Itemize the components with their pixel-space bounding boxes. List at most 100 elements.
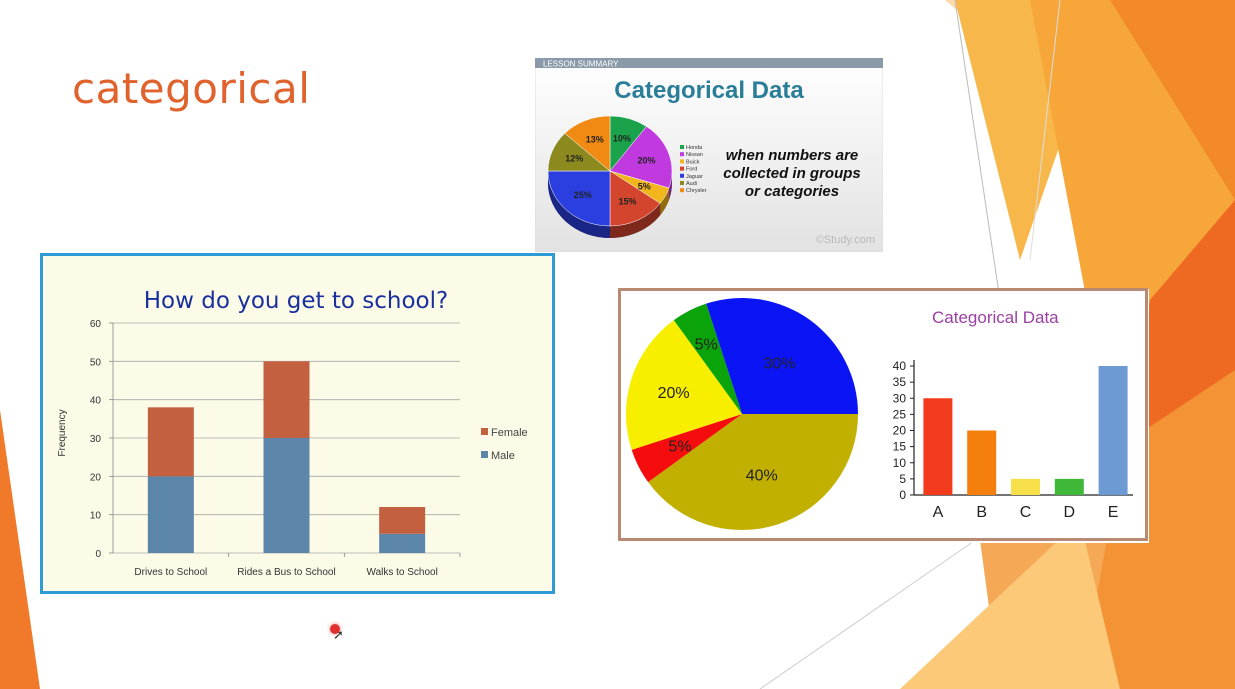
legend-swatch-buick	[680, 159, 684, 164]
school-transport-chart: How do you get to school? 0102030405060 …	[40, 253, 555, 594]
bar-e	[1098, 366, 1128, 495]
y-tick-label: 0	[899, 488, 906, 502]
description-line-1: collected in groups	[723, 165, 861, 182]
bar-male-1	[263, 438, 310, 553]
bar-b	[967, 430, 997, 495]
y-tick-label: 30	[90, 434, 102, 445]
categorical-bar-x-ticks: A B C D E	[933, 504, 1119, 521]
watermark: ©Study.com	[816, 234, 875, 246]
y-tick-label: 60	[90, 319, 102, 330]
pie-label-4: 5%	[695, 337, 718, 354]
pie-side-1	[668, 171, 672, 200]
legend-label-nissan: Nissan	[686, 152, 703, 158]
bar-male-0	[147, 476, 194, 553]
legend-swatch-audi	[680, 181, 684, 185]
pie-slice-jaguar	[547, 170, 611, 227]
legend-label-buick: Buick	[686, 159, 700, 165]
y-tick-label: 0	[95, 549, 101, 560]
legend-label-ford: Ford	[686, 167, 697, 173]
x-tick-label-d: D	[1064, 504, 1076, 521]
pie-label-audi: 12%	[565, 153, 583, 163]
bar-female-1	[263, 361, 310, 438]
pie-slice-1	[648, 414, 858, 530]
pie-label-0: 30%	[763, 355, 795, 372]
legend-swatch-honda	[680, 145, 684, 149]
pie-side-2	[660, 187, 669, 216]
y-tick-label: 35	[893, 375, 907, 389]
school-chart-title: How do you get to school?	[144, 288, 448, 314]
school-chart-y-label: Frequency	[57, 409, 68, 456]
x-tick-label-e: E	[1108, 504, 1119, 521]
categorical-pie: 30% 40% 5% 20% 5%	[626, 298, 858, 530]
x-tick-label: Drives to School	[134, 567, 207, 578]
bar-c	[1011, 478, 1040, 495]
x-tick-label-b: B	[976, 504, 987, 521]
legend-swatch-female	[481, 428, 488, 435]
pie-label-ford: 15%	[618, 196, 636, 206]
x-tick-label-a: A	[933, 504, 944, 521]
lesson-summary-pie: 10% 20% 5%15% 25% 12%13%	[547, 115, 673, 238]
x-tick-label: Rides a Bus to School	[237, 567, 335, 578]
pie-slice-4	[673, 303, 742, 414]
pie-side-4	[548, 171, 610, 238]
y-tick-label: 25	[893, 407, 907, 421]
bar-female-2	[379, 507, 426, 534]
pie-slice-0	[706, 298, 858, 414]
y-tick-label: 20	[893, 424, 907, 438]
school-chart-bars	[147, 361, 426, 553]
pointer-highlight	[330, 624, 340, 634]
y-tick-label: 10	[893, 456, 907, 470]
description-line-0: when numbers are	[726, 147, 859, 164]
pie-label-1: 40%	[746, 468, 778, 485]
y-tick-label: 50	[90, 357, 102, 368]
pie-slice-3	[626, 320, 742, 450]
pie-slice-ford	[609, 170, 661, 227]
pie-slice-chrysler	[564, 115, 611, 172]
legend-swatch-male	[481, 451, 488, 458]
pie-label-3: 20%	[658, 385, 690, 402]
description-line-2: or categories	[745, 183, 839, 200]
legend-label-jaguar: Jaguar	[686, 174, 703, 180]
categorical-bar-title: Categorical Data	[932, 308, 1059, 327]
y-tick-label: 40	[90, 396, 102, 407]
pie-label-jaguar: 25%	[574, 190, 592, 200]
school-chart-legend: Female Male	[481, 427, 528, 462]
pie-side-3	[610, 203, 661, 238]
pie-slice-2	[631, 414, 742, 483]
y-tick-label: 10	[90, 511, 102, 522]
legend-swatch-jaguar	[680, 173, 684, 178]
pie-label-2: 5%	[668, 439, 691, 456]
pie-label-buick: 5%	[638, 181, 651, 191]
pie-label-honda: 10%	[613, 134, 631, 144]
categorical-data-panel: 30% 40% 5% 20% 5% Categorical Data 0 5 10 15 20 2…	[618, 288, 1149, 543]
legend-swatch-nissan	[680, 152, 684, 157]
y-tick-label: 5	[899, 472, 906, 486]
legend-label-honda: Honda	[686, 145, 703, 151]
x-tick-label-c: C	[1020, 504, 1032, 521]
y-tick-label: 30	[893, 391, 907, 405]
legend-label-female: Female	[491, 427, 528, 439]
slide-title: categorical	[72, 64, 311, 113]
pie-label-chrysler: 13%	[586, 135, 604, 145]
y-tick-label: 20	[90, 472, 102, 483]
categorical-bars	[923, 366, 1128, 495]
y-tick-label: 40	[893, 359, 907, 373]
lesson-summary-tag: LESSON SUMMARY	[543, 60, 619, 69]
bar-male-2	[379, 533, 426, 553]
bar-d	[1054, 478, 1084, 495]
pie-slice-nissan	[609, 126, 673, 189]
bar-female-0	[147, 407, 194, 477]
legend-swatch-chrysler	[680, 188, 684, 193]
legend-label-audi: Audi	[686, 181, 697, 187]
bar-a	[923, 398, 953, 495]
legend-label-male: Male	[491, 450, 515, 462]
legend-swatch-ford	[680, 166, 684, 171]
x-tick-label: Walks to School	[367, 567, 438, 578]
lesson-summary-chart: LESSON SUMMARY Categorical Data 10% 20% 5%…	[535, 58, 883, 252]
school-chart-y-ticks: 0 10 20 30 40 50 60	[90, 319, 102, 560]
school-chart-x-ticks: Drives to School Rides a Bus to School Wal…	[134, 567, 437, 578]
pie-label-nissan: 20%	[638, 155, 656, 165]
lesson-summary-title: Categorical Data	[614, 77, 804, 104]
